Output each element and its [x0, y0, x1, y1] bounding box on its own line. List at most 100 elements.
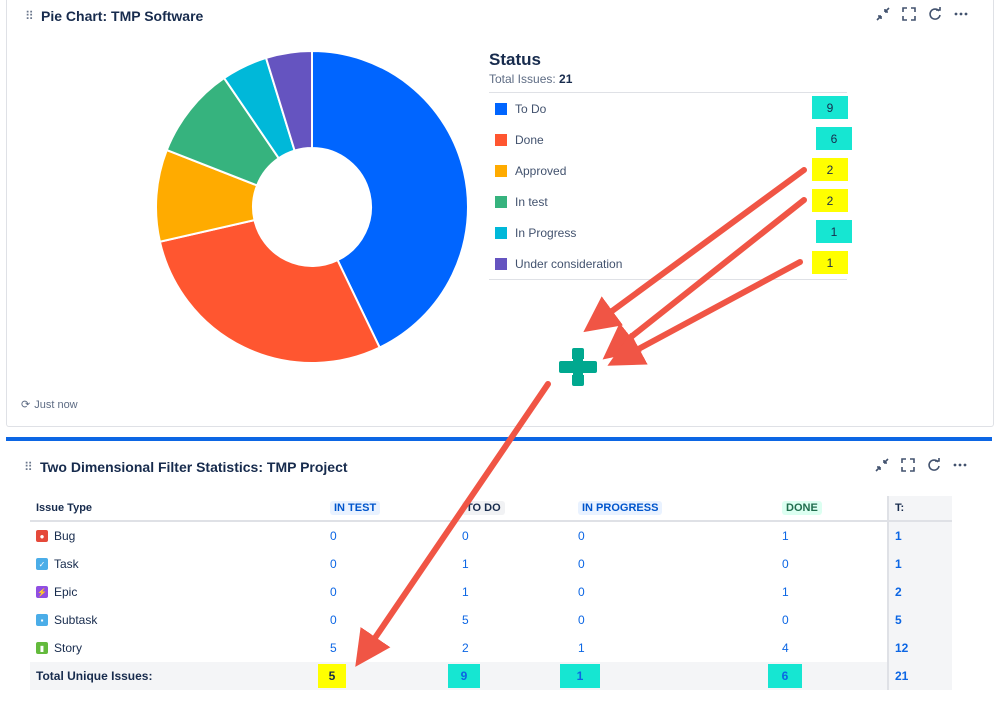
issue-type-cell: ● Bug: [30, 521, 330, 550]
cell-in-test[interactable]: 0: [330, 585, 337, 599]
legend-item[interactable]: To Do 9: [489, 93, 848, 124]
pie-slice-under-consideration[interactable]: [264, 49, 313, 152]
gadget-title: Two Dimensional Filter Statistics: TMP P…: [40, 459, 348, 475]
legend-list: To Do 9 Done 6 Approved 2 In test 2 In Progress 1…: [489, 93, 852, 279]
issue-type-label: Story: [54, 641, 83, 655]
cell-to-do[interactable]: 2: [462, 641, 469, 655]
epic-icon: ⚡: [36, 586, 48, 598]
cell-in-progress[interactable]: 0: [578, 529, 585, 543]
legend-label: Under consideration: [515, 256, 623, 271]
legend-item[interactable]: Under consideration 1: [489, 248, 848, 279]
status-legend: Status Total Issues: 21 To Do 9 Done 6 Appro…: [489, 50, 852, 280]
table-row: ▪ Subtask 0 5 0 0 5: [30, 606, 952, 634]
cell-in-progress[interactable]: 0: [578, 585, 585, 599]
cell-in-test[interactable]: 0: [330, 557, 337, 571]
bug-icon: ●: [36, 530, 48, 542]
refresh-time: Just now: [34, 398, 78, 411]
gadget-header: ⠿ Pie Chart: TMP Software: [25, 6, 975, 26]
pie-chart: [155, 49, 469, 364]
cell-done[interactable]: 4: [782, 641, 789, 655]
cell-in-progress[interactable]: 0: [578, 557, 585, 571]
issue-type-label: Epic: [54, 585, 78, 599]
legend-swatch: [495, 102, 507, 115]
total-in-progress[interactable]: 1: [560, 662, 782, 690]
subtask-icon: ▪: [36, 614, 48, 626]
task-icon: ✓: [36, 558, 48, 570]
gadget-header: ⠿ Two Dimensional Filter Statistics: TMP…: [24, 457, 974, 477]
two-dimensional-stats-gadget: ⠿ Two Dimensional Filter Statistics: TMP…: [6, 437, 992, 705]
legend-count: 2: [812, 189, 848, 212]
issue-type-header: Issue Type: [30, 496, 330, 522]
fullscreen-icon[interactable]: [901, 6, 917, 22]
drag-handle-icon[interactable]: ⠿: [24, 460, 33, 474]
cell-to-do[interactable]: 5: [462, 613, 469, 627]
cell-total[interactable]: 5: [887, 606, 952, 634]
cell-total[interactable]: 2: [887, 578, 952, 606]
legend-item[interactable]: In test 2: [489, 186, 848, 217]
refresh-icon[interactable]: [927, 6, 943, 22]
pie-slice-done[interactable]: [158, 218, 382, 364]
total-done[interactable]: 6: [768, 662, 888, 690]
drag-handle-icon[interactable]: ⠿: [25, 9, 34, 23]
more-actions-icon[interactable]: [953, 6, 969, 22]
total-to-do[interactable]: 9: [448, 662, 578, 690]
column-header-to-do[interactable]: TO DO: [462, 496, 578, 522]
cell-in-test[interactable]: 0: [330, 529, 337, 543]
refresh-icon[interactable]: [926, 457, 942, 473]
legend-count: 2: [812, 158, 848, 181]
totals-row: Total Unique Issues: 5 9 1 6 21: [30, 662, 952, 690]
legend-swatch: [495, 164, 507, 177]
issue-type-cell: ▪ Subtask: [30, 606, 330, 634]
minimize-icon[interactable]: [875, 6, 891, 22]
cell-to-do[interactable]: 1: [462, 557, 469, 571]
issue-type-cell: ⚡ Epic: [30, 578, 330, 606]
minimize-icon[interactable]: [874, 457, 890, 473]
total-all[interactable]: 21: [887, 662, 952, 690]
cell-in-test[interactable]: 0: [330, 613, 337, 627]
fullscreen-icon[interactable]: [900, 457, 916, 473]
issue-type-cell: ▮ Story: [30, 634, 330, 662]
cell-in-test[interactable]: 5: [330, 641, 337, 655]
legend-count: 9: [812, 96, 848, 119]
cell-total[interactable]: 1: [887, 550, 952, 578]
legend-divider: [489, 279, 847, 280]
legend-item[interactable]: Done 6: [489, 124, 852, 155]
total-in-test[interactable]: 5: [318, 662, 462, 690]
issue-type-cell: ✓ Task: [30, 550, 330, 578]
legend-label: In Progress: [515, 225, 577, 240]
story-icon: ▮: [36, 642, 48, 654]
cell-done[interactable]: 1: [782, 585, 789, 599]
cell-done[interactable]: 0: [782, 557, 789, 571]
column-header-in-progress[interactable]: IN PROGRESS: [578, 496, 782, 522]
last-refreshed: ⟳ Just now: [21, 398, 78, 412]
cell-in-progress[interactable]: 0: [578, 613, 585, 627]
column-header-done[interactable]: DONE: [782, 496, 888, 522]
legend-total: Total Issues: 21: [489, 72, 847, 93]
cell-done[interactable]: 0: [782, 613, 789, 627]
cell-done[interactable]: 1: [782, 529, 789, 543]
legend-count: 6: [816, 127, 852, 150]
cell-in-progress[interactable]: 1: [578, 641, 585, 655]
legend-item[interactable]: Approved 2: [489, 155, 848, 186]
column-header-in-test[interactable]: IN TEST: [330, 496, 462, 522]
pie-slice-to-do[interactable]: [311, 49, 469, 349]
column-header-total: T:: [887, 496, 952, 522]
legend-count: 1: [812, 251, 848, 274]
cell-total[interactable]: 12: [887, 634, 952, 662]
legend-label: Approved: [515, 163, 567, 178]
cell-total[interactable]: 1: [887, 521, 952, 550]
issue-type-label: Task: [54, 557, 79, 571]
legend-label: To Do: [515, 101, 547, 116]
more-actions-icon[interactable]: [952, 457, 968, 473]
issue-type-label: Bug: [54, 529, 76, 543]
legend-swatch: [495, 133, 507, 146]
stats-table: Issue Type IN TEST TO DO IN PROGRESS DON…: [30, 496, 952, 690]
legend-swatch: [495, 226, 507, 239]
cell-to-do[interactable]: 1: [462, 585, 469, 599]
total-issues-label: Total Issues:: [489, 72, 556, 86]
totals-label: Total Unique Issues:: [30, 662, 330, 690]
legend-heading: Status: [489, 50, 541, 69]
legend-item[interactable]: In Progress 1: [489, 217, 852, 248]
cell-to-do[interactable]: 0: [462, 529, 469, 543]
table-row: ● Bug 0 0 0 1 1: [30, 521, 952, 550]
